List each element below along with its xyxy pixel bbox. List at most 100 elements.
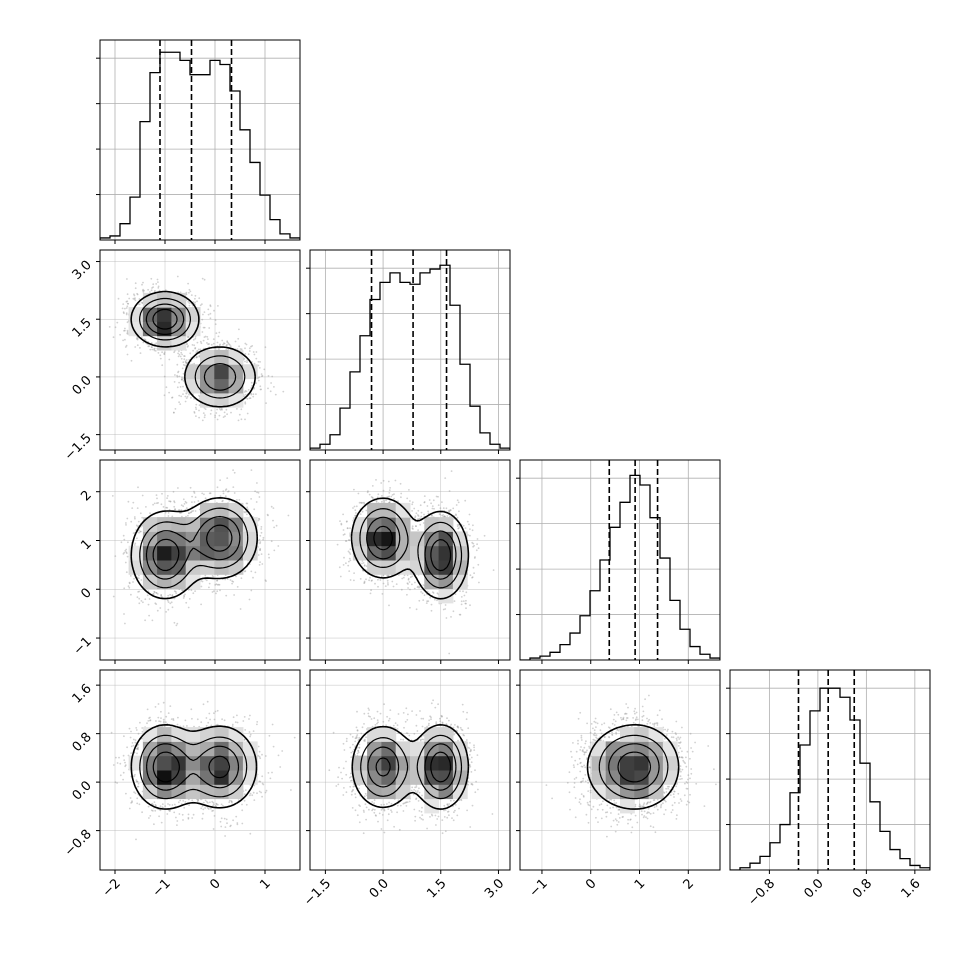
scatter-point [462,600,465,602]
scatter-point [244,402,247,405]
scatter-point [173,501,176,504]
scatter-point [206,700,209,703]
scatter-point [238,499,241,501]
scatter-point [153,349,156,352]
scatter-point [125,571,128,574]
scatter-point [350,793,353,796]
scatter-point [251,385,253,387]
scatter-point [259,757,262,760]
scatter-point [419,523,422,526]
scatter-point [262,538,264,541]
scatter-point [679,747,682,750]
scatter-point [133,298,136,301]
scatter-point [338,766,340,769]
scatter-point [184,500,187,503]
scatter-point [233,492,236,494]
scatter-point [382,582,385,585]
scatter-point [161,803,164,806]
scatter-point [374,724,377,726]
scatter-point [466,520,469,523]
scatter-point [471,804,474,807]
scatter-point [475,549,478,552]
scatter-point [128,727,131,730]
scatter-point [351,807,354,809]
scatter-point [166,813,169,815]
scatter-point [187,336,190,338]
scatter-point [261,782,264,785]
scatter-point [396,728,399,730]
scatter-point [447,509,450,512]
scatter-point [615,711,618,714]
scatter-point [185,397,188,399]
scatter-point [462,524,465,527]
scatter-point [442,608,445,611]
scatter-point [624,712,627,715]
scatter-point [588,745,590,748]
scatter-point [608,727,611,729]
scatter-point [193,362,196,365]
scatter-point [402,712,405,714]
scatter-point [361,501,364,504]
scatter-point [144,598,147,601]
scatter-point [219,495,222,497]
scatter-point [168,391,171,394]
scatter-point [357,751,360,754]
scatter-point [382,720,385,723]
scatter-point [218,414,221,417]
scatter-point [248,731,251,733]
scatter-point [417,514,419,516]
scatter-point [204,335,207,338]
scatter-point [415,512,418,515]
scatter-point [149,815,152,817]
scatter-point [220,407,223,410]
scatter-point [350,756,353,759]
scatter-point [715,783,717,786]
scatter-point [195,408,198,410]
scatter-point [678,802,680,804]
scatter-point [221,408,223,411]
scatter-point [207,808,210,810]
scatter-point [381,495,383,497]
scatter-point [449,515,451,518]
scatter-point [593,739,596,741]
scatter-point [148,598,151,600]
scatter-point [432,499,435,502]
scatter-point [383,703,385,706]
scatter-point [368,493,371,496]
scatter-point [207,338,209,340]
density-bin [228,784,244,800]
scatter-point [437,504,440,506]
scatter-point [686,787,689,790]
scatter-point [214,319,217,321]
scatter-point [654,722,656,725]
scatter-point [249,735,252,738]
scatter-point [243,793,246,796]
scatter-point [349,553,352,555]
scatter-point [198,398,201,400]
scatter-point [231,801,233,804]
scatter-point [676,739,678,741]
scatter-point [450,470,453,472]
density-bin [157,292,172,308]
scatter-point [423,513,425,516]
scatter-point [277,754,280,757]
scatter-point [652,812,655,814]
scatter-point [123,538,126,541]
scatter-point [579,803,582,805]
density-bin [200,502,215,518]
scatter-point [450,723,453,726]
scatter-point [217,335,220,338]
scatter-point [244,390,247,392]
density-bin [185,574,201,590]
scatter-point [672,736,675,739]
scatter-point [473,544,475,547]
scatter-point [147,345,150,348]
scatter-point [192,813,195,816]
scatter-point [218,407,221,410]
scatter-point [636,718,639,721]
scatter-point [215,592,217,595]
scatter-point [231,725,234,727]
scatter-point [176,386,179,389]
scatter-point [214,584,217,586]
scatter-point [218,331,221,334]
